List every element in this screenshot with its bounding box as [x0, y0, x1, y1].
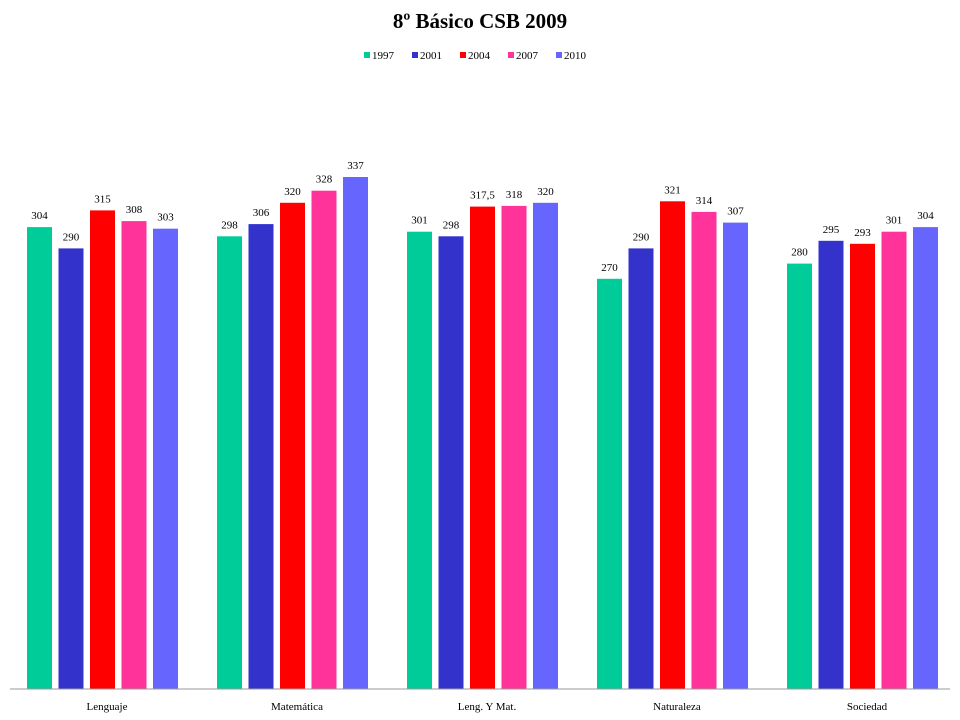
bar-2001-1	[248, 224, 274, 689]
bar-2001-3	[628, 248, 654, 689]
data-label-2001-2: 298	[443, 219, 460, 231]
data-label-2007-4: 301	[886, 215, 903, 227]
bar-2001-4	[818, 240, 844, 690]
x-tick-label-0: Lenguaje	[87, 701, 128, 713]
bar-1997-0	[27, 227, 52, 689]
bar-1997-1	[217, 236, 242, 690]
x-tick-labels: Lenguaje Matemática Leng. Y Mat. Naturaleza…	[87, 701, 888, 713]
data-label-1997-0: 304	[31, 210, 48, 222]
bar-2010-3	[723, 222, 748, 689]
data-label-2010-4: 304	[917, 210, 934, 222]
legend-swatch-2004	[460, 52, 466, 58]
data-label-2010-0: 303	[157, 212, 174, 224]
legend-label-2007: 2007	[516, 50, 539, 62]
bar-2007-2	[501, 205, 527, 689]
bar-2007-1	[311, 190, 337, 689]
bar-2010-2	[533, 202, 558, 690]
chart-title: 8º Básico CSB 2009	[393, 9, 567, 33]
x-tick-label-1: Matemática	[271, 701, 323, 713]
bar-2010-4	[913, 227, 938, 689]
legend-label-2001: 2001	[420, 50, 442, 62]
bar-1997-2	[407, 231, 432, 689]
data-label-2004-2: 317,5	[470, 190, 495, 202]
legend-swatch-1997	[364, 52, 370, 58]
x-tick-label-2: Leng. Y Mat.	[458, 701, 517, 713]
bar-1997-4	[787, 263, 812, 689]
data-label-2001-1: 306	[253, 207, 270, 219]
data-label-2007-0: 308	[126, 204, 143, 216]
data-label-2004-4: 293	[854, 227, 871, 239]
bar-2010-0	[153, 228, 178, 689]
legend-swatch-2007	[508, 52, 514, 58]
bar-2004-2	[470, 206, 495, 689]
data-label-2001-4: 295	[823, 224, 840, 236]
data-labels-group: 304 290 315 308 303 298 306 320 328 337 301 298 317,…	[31, 160, 934, 274]
x-tick-label-3: Naturaleza	[653, 701, 701, 713]
bar-2004-3	[660, 201, 685, 690]
legend-swatch-2010	[556, 52, 562, 58]
bar-2010-1	[343, 177, 368, 689]
data-label-2010-2: 320	[537, 186, 554, 198]
x-tick-label-4: Sociedad	[847, 701, 888, 713]
bar-2004-1	[280, 202, 305, 690]
bars-group	[27, 177, 938, 690]
data-label-2007-3: 314	[696, 195, 713, 207]
data-label-2010-1: 337	[347, 160, 364, 172]
data-label-2004-0: 315	[94, 193, 111, 205]
data-label-1997-3: 270	[601, 262, 618, 274]
data-label-2004-1: 320	[284, 186, 301, 198]
bar-2007-4	[881, 231, 907, 689]
bar-2007-0	[121, 221, 147, 689]
legend-label-2004: 2004	[468, 50, 491, 62]
data-label-2010-3: 307	[727, 206, 744, 218]
bar-2004-4	[850, 243, 875, 690]
data-label-1997-2: 301	[411, 215, 428, 227]
legend-swatch-2001	[412, 52, 418, 58]
legend-label-1997: 1997	[372, 50, 395, 62]
data-label-1997-1: 298	[221, 219, 238, 231]
data-label-2007-1: 328	[316, 174, 333, 186]
bar-2004-0	[90, 210, 115, 689]
bar-2007-3	[691, 211, 717, 689]
legend: 1997 2001 2004 2007 2010	[364, 50, 587, 62]
legend-label-2010: 2010	[564, 50, 587, 62]
bar-1997-3	[597, 278, 622, 689]
data-label-2001-3: 290	[633, 231, 650, 243]
data-label-1997-4: 280	[791, 247, 808, 259]
data-label-2001-0: 290	[63, 231, 80, 243]
data-label-2004-3: 321	[664, 184, 681, 196]
bar-2001-2	[438, 236, 464, 690]
data-label-2007-2: 318	[506, 189, 523, 201]
bar-2001-0	[58, 248, 84, 689]
